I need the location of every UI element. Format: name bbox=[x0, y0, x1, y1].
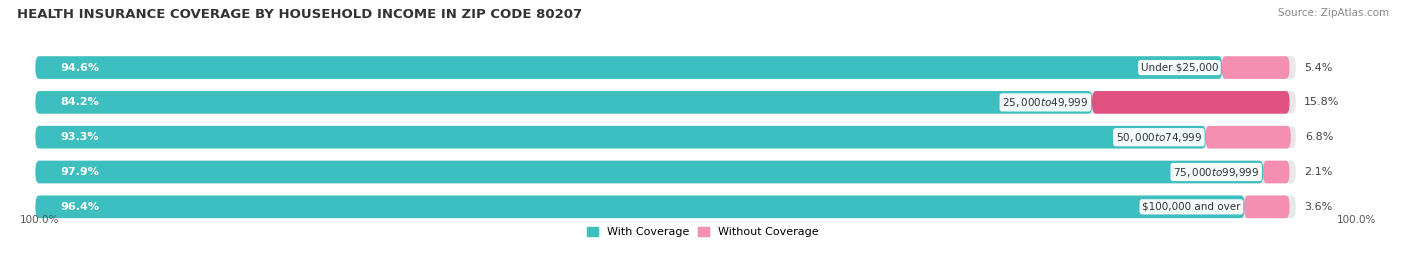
Text: $100,000 and over: $100,000 and over bbox=[1142, 202, 1240, 212]
FancyBboxPatch shape bbox=[35, 126, 1296, 148]
Text: $75,000 to $99,999: $75,000 to $99,999 bbox=[1173, 165, 1260, 179]
Text: 94.6%: 94.6% bbox=[60, 63, 100, 73]
Text: 6.8%: 6.8% bbox=[1306, 132, 1334, 142]
Text: 100.0%: 100.0% bbox=[1337, 215, 1376, 225]
Text: $50,000 to $74,999: $50,000 to $74,999 bbox=[1116, 131, 1202, 144]
FancyBboxPatch shape bbox=[35, 56, 1222, 79]
FancyBboxPatch shape bbox=[35, 91, 1092, 114]
Text: HEALTH INSURANCE COVERAGE BY HOUSEHOLD INCOME IN ZIP CODE 80207: HEALTH INSURANCE COVERAGE BY HOUSEHOLD I… bbox=[17, 8, 582, 21]
Text: 15.8%: 15.8% bbox=[1305, 97, 1340, 107]
FancyBboxPatch shape bbox=[35, 91, 1296, 114]
FancyBboxPatch shape bbox=[1092, 91, 1289, 114]
Legend: With Coverage, Without Coverage: With Coverage, Without Coverage bbox=[582, 222, 824, 242]
Text: 96.4%: 96.4% bbox=[60, 202, 100, 212]
FancyBboxPatch shape bbox=[35, 196, 1296, 218]
FancyBboxPatch shape bbox=[1222, 56, 1289, 79]
Text: 93.3%: 93.3% bbox=[60, 132, 98, 142]
FancyBboxPatch shape bbox=[1244, 196, 1289, 218]
FancyBboxPatch shape bbox=[1263, 161, 1289, 183]
Text: 84.2%: 84.2% bbox=[60, 97, 100, 107]
Text: $25,000 to $49,999: $25,000 to $49,999 bbox=[1002, 96, 1088, 109]
FancyBboxPatch shape bbox=[35, 161, 1264, 183]
Text: 3.6%: 3.6% bbox=[1305, 202, 1333, 212]
FancyBboxPatch shape bbox=[35, 126, 1206, 148]
FancyBboxPatch shape bbox=[35, 161, 1296, 183]
Text: Source: ZipAtlas.com: Source: ZipAtlas.com bbox=[1278, 8, 1389, 18]
Text: Under $25,000: Under $25,000 bbox=[1140, 63, 1218, 73]
Text: 5.4%: 5.4% bbox=[1305, 63, 1333, 73]
FancyBboxPatch shape bbox=[1205, 126, 1291, 148]
Text: 100.0%: 100.0% bbox=[20, 215, 59, 225]
FancyBboxPatch shape bbox=[35, 196, 1244, 218]
Text: 2.1%: 2.1% bbox=[1305, 167, 1333, 177]
FancyBboxPatch shape bbox=[35, 56, 1296, 79]
Text: 97.9%: 97.9% bbox=[60, 167, 100, 177]
